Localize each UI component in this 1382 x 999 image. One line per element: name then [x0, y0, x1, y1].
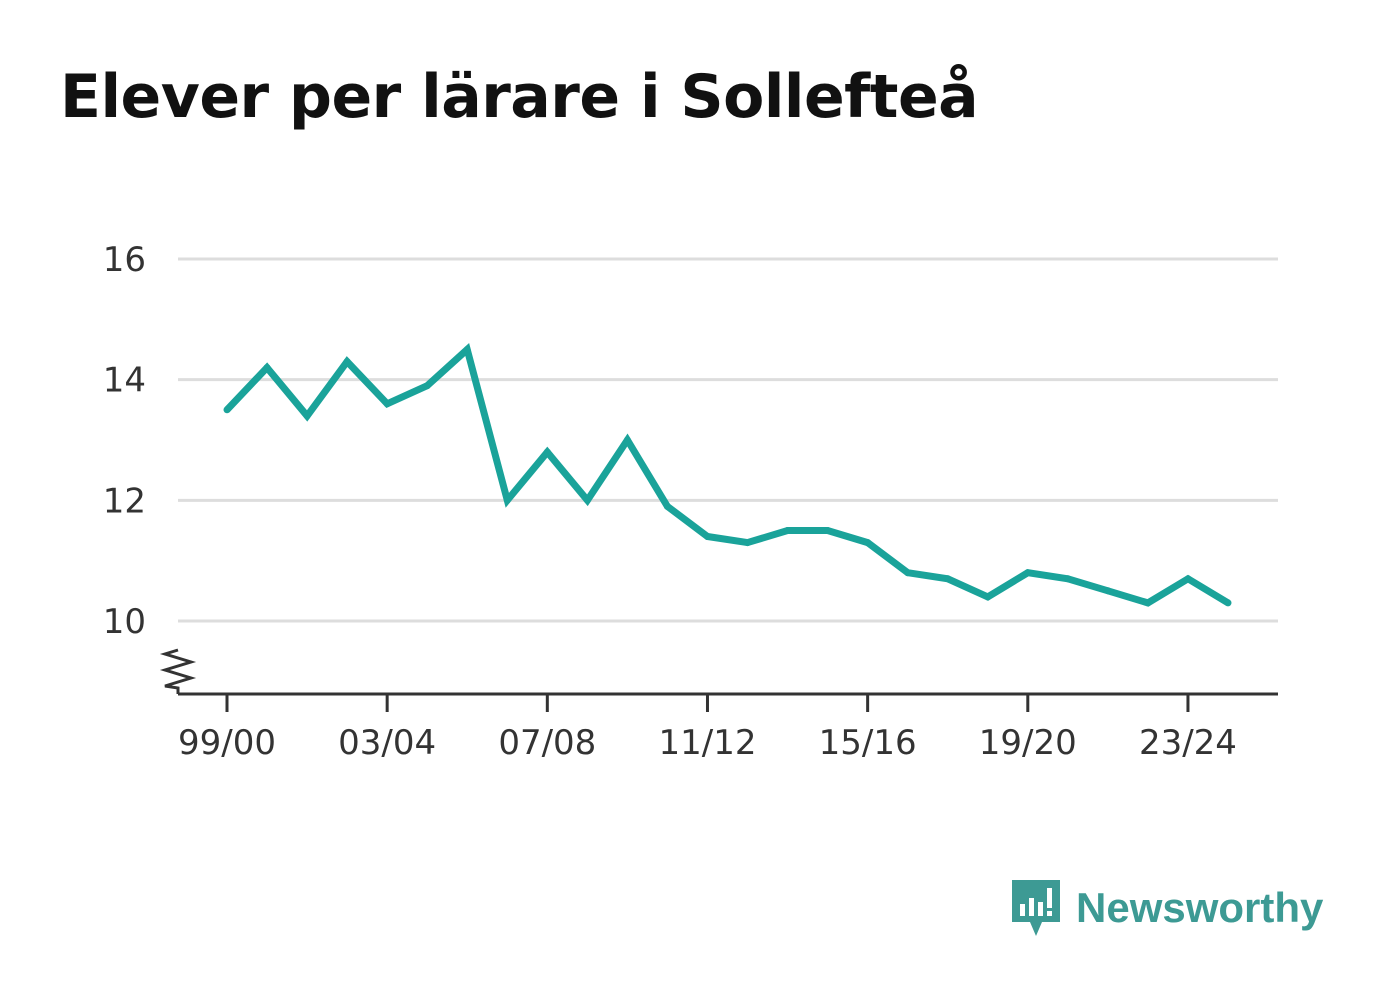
series-layer — [223, 343, 1232, 607]
data-point — [543, 448, 551, 456]
data-point — [583, 496, 591, 504]
data-point — [904, 569, 912, 577]
data-point — [784, 527, 792, 534]
data-point — [1144, 599, 1152, 607]
data-point — [704, 533, 711, 540]
chart-title: Elever per lärare i Sollefteå — [60, 62, 979, 132]
x-tick-label: 23/24 — [1139, 723, 1237, 763]
brand: Newsworthy — [1010, 878, 1323, 938]
data-point — [824, 527, 832, 534]
x-tick-label: 15/16 — [819, 723, 917, 763]
y-tick-label: 10 — [103, 602, 146, 642]
data-point — [984, 593, 992, 601]
series-line — [224, 343, 1230, 607]
data-point — [1104, 587, 1112, 595]
x-tick-label: 07/08 — [498, 723, 596, 763]
data-point — [1024, 569, 1032, 577]
data-point — [463, 346, 471, 353]
data-point — [503, 496, 511, 504]
data-point — [623, 436, 631, 444]
data-point — [1064, 575, 1072, 583]
y-tick-label: 14 — [103, 361, 146, 401]
axis-break-icon — [159, 648, 197, 694]
data-point — [263, 364, 271, 372]
data-point — [663, 502, 671, 510]
data-point — [423, 382, 431, 390]
data-point — [744, 539, 751, 547]
data-point — [944, 575, 952, 583]
x-axis-ticks: 99/00 03/04 07/08 11/12 15/16 19/20 23/24 — [178, 694, 1237, 763]
brand-name: Newsworthy — [1076, 884, 1324, 931]
newsworthy-logo-icon — [1012, 880, 1060, 936]
x-tick-label: 19/20 — [979, 723, 1077, 763]
data-point — [223, 406, 231, 414]
x-tick-label: 11/12 — [658, 723, 756, 763]
data-point — [303, 412, 311, 420]
y-tick-label: 12 — [103, 481, 146, 521]
grid-lines — [178, 257, 1278, 623]
x-tick-label: 99/00 — [178, 723, 276, 763]
x-axis — [159, 648, 1278, 696]
data-point — [864, 539, 872, 547]
y-axis-ticks: 10 12 14 16 — [103, 240, 146, 642]
data-point — [1224, 599, 1232, 607]
data-point — [1184, 575, 1192, 583]
x-tick-label: 03/04 — [338, 723, 436, 763]
data-point — [383, 400, 391, 408]
data-point — [343, 358, 351, 366]
y-tick-label: 16 — [103, 240, 146, 280]
